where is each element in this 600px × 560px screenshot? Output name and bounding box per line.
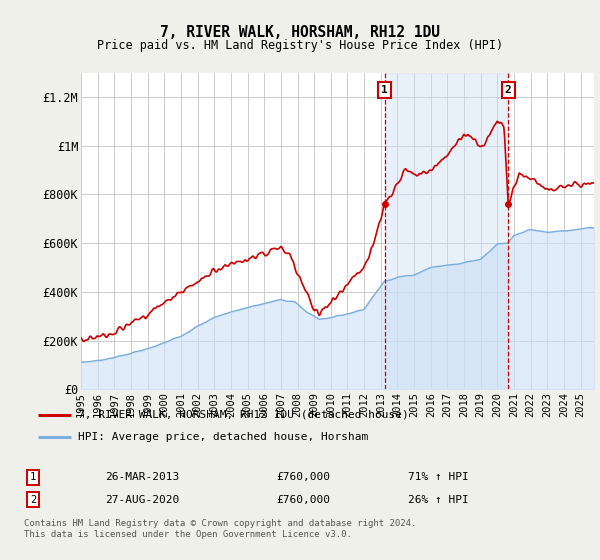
Text: 7, RIVER WALK, HORSHAM, RH12 1DU (detached house): 7, RIVER WALK, HORSHAM, RH12 1DU (detach…	[79, 410, 409, 420]
Text: Contains HM Land Registry data © Crown copyright and database right 2024.
This d: Contains HM Land Registry data © Crown c…	[24, 520, 416, 539]
Text: 7, RIVER WALK, HORSHAM, RH12 1DU: 7, RIVER WALK, HORSHAM, RH12 1DU	[160, 25, 440, 40]
Text: 1: 1	[381, 85, 388, 95]
Text: HPI: Average price, detached house, Horsham: HPI: Average price, detached house, Hors…	[79, 432, 368, 442]
Text: 2: 2	[505, 85, 512, 95]
Text: £760,000: £760,000	[276, 472, 330, 482]
Text: Price paid vs. HM Land Registry's House Price Index (HPI): Price paid vs. HM Land Registry's House …	[97, 39, 503, 53]
Text: 26% ↑ HPI: 26% ↑ HPI	[408, 494, 469, 505]
Text: £760,000: £760,000	[276, 494, 330, 505]
Text: 1: 1	[30, 472, 36, 482]
Text: 71% ↑ HPI: 71% ↑ HPI	[408, 472, 469, 482]
Text: 27-AUG-2020: 27-AUG-2020	[105, 494, 179, 505]
Bar	[385, 73, 508, 389]
Text: 26-MAR-2013: 26-MAR-2013	[105, 472, 179, 482]
Text: 2: 2	[30, 494, 36, 505]
